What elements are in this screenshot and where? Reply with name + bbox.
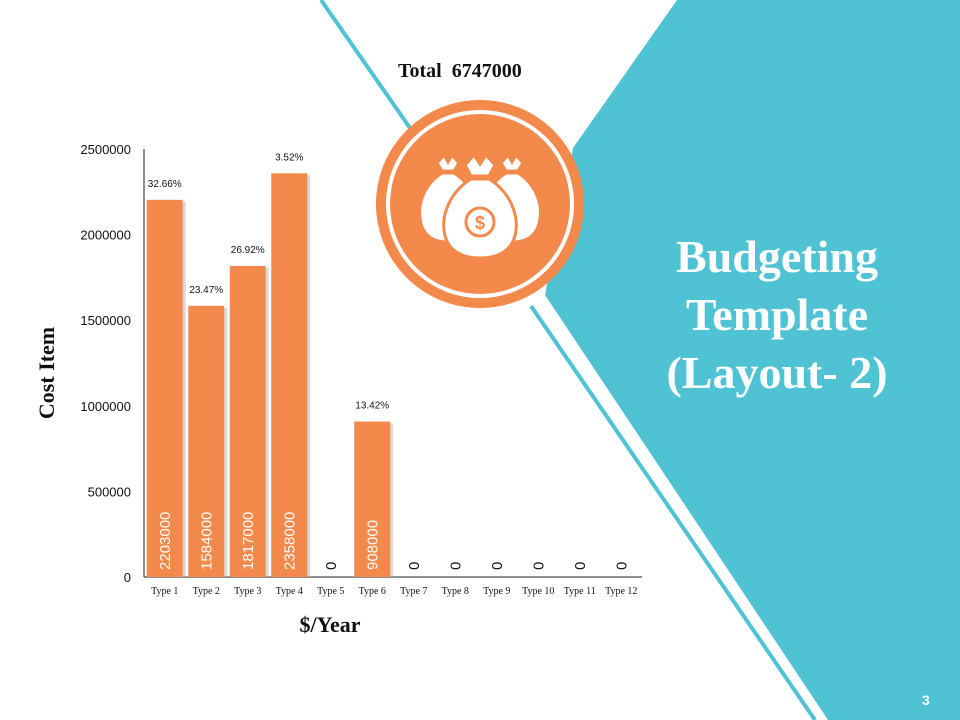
slide-title-line-2: Template — [685, 289, 869, 340]
y-tick-label: 500000 — [88, 484, 131, 499]
bar-value-label: 1817000 — [240, 512, 257, 570]
y-axis-title: Cost Item — [34, 326, 59, 420]
bar — [271, 173, 308, 577]
money-bags-icon — [418, 152, 542, 260]
dollar-sign: $ — [475, 213, 485, 233]
bar-value-label: 0 — [572, 562, 589, 570]
bar — [188, 305, 225, 577]
bar-value-label: 0 — [489, 562, 506, 570]
bar-value-label: 0 — [530, 562, 547, 570]
x-tick-label: Type 3 — [234, 586, 261, 597]
bar — [229, 265, 266, 577]
decorative-diagonal-top — [319, 0, 412, 130]
bar-value-label: 0 — [613, 562, 630, 570]
y-tick-label: 1000000 — [80, 399, 131, 414]
x-tick-label: Type 10 — [522, 586, 554, 597]
x-axis-title: $/Year — [299, 612, 361, 637]
y-tick-label: 2500000 — [80, 142, 131, 157]
x-tick-label: Type 4 — [276, 586, 303, 597]
teal-panel — [545, 0, 960, 720]
slide-title-line-1: Budgeting — [676, 231, 878, 282]
bar — [354, 421, 391, 577]
slide-title-line-3: (Layout- 2) — [666, 347, 888, 398]
bar-value-label: 0 — [323, 562, 340, 570]
x-tick-label: Type 6 — [359, 586, 386, 597]
bar-value-label: 908000 — [364, 520, 381, 570]
x-tick-label: Type 12 — [605, 586, 637, 597]
total-label: Total 6747000 — [398, 60, 522, 83]
y-tick-label: 2000000 — [80, 228, 131, 243]
total-value: 6747000 — [451, 60, 522, 82]
x-tick-label: Type 1 — [151, 586, 178, 597]
bar-percent-label: 26.92% — [231, 245, 265, 256]
dollar-coin — [464, 206, 496, 238]
bar-percent-label: 23.47% — [189, 285, 223, 296]
x-tick-label: Type 11 — [564, 586, 596, 597]
total-label-text: Total — [398, 60, 442, 82]
bar-value-label: 2358000 — [281, 512, 298, 570]
bar-value-label: 0 — [447, 562, 464, 570]
x-tick-label: Type 2 — [193, 586, 220, 597]
x-tick-label: Type 9 — [483, 586, 510, 597]
bar-percent-label: 13.42% — [355, 401, 389, 412]
x-tick-label: Type 5 — [317, 586, 344, 597]
bar-percent-label: 32.66% — [148, 179, 182, 190]
bar-value-label: 1584000 — [198, 512, 215, 570]
decorative-diagonal-bottom — [529, 304, 817, 720]
bar-value-label: 0 — [406, 562, 423, 570]
bar — [146, 199, 183, 577]
y-tick-label: 1500000 — [80, 313, 131, 328]
x-tick-label: Type 8 — [442, 586, 469, 597]
bar-value-label: 2203000 — [157, 512, 174, 570]
slide-title: Budgeting Template (Layout- 2) — [612, 228, 942, 402]
y-tick-label: 0 — [124, 570, 131, 585]
page-number: 3 — [922, 692, 930, 708]
bar-percent-label: 3.52% — [275, 152, 303, 163]
x-tick-label: Type 7 — [400, 586, 427, 597]
